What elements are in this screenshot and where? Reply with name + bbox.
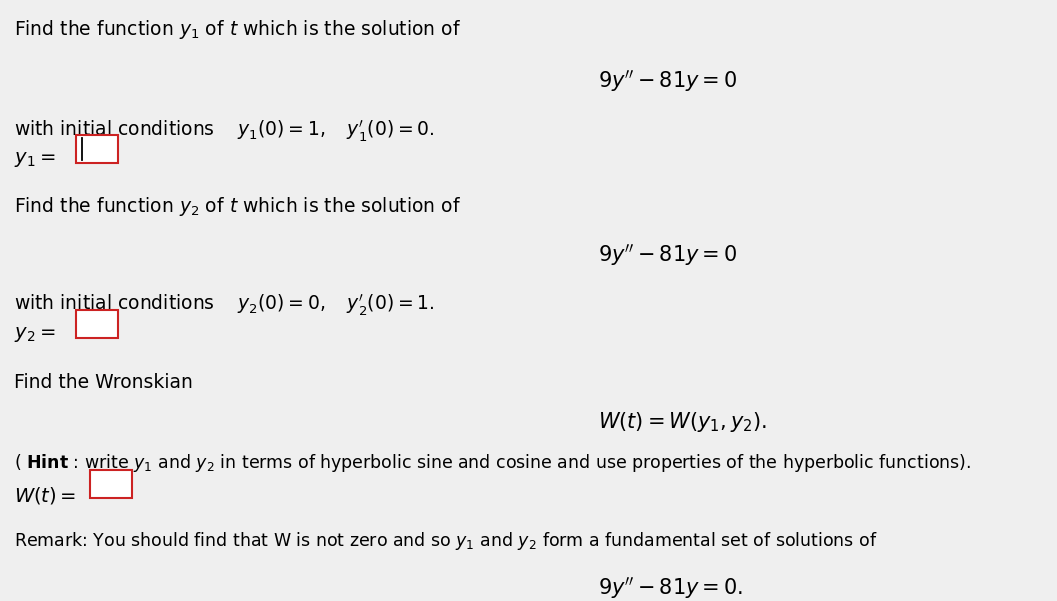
Text: with initial conditions    $y_1(0) = 1, \quad y_1'(0) = 0.$: with initial conditions $y_1(0) = 1, \qu… <box>14 118 434 144</box>
Text: Remark: You should find that W is not zero and so $y_1$ and $y_2$ form a fundame: Remark: You should find that W is not ze… <box>14 530 877 552</box>
Text: $9y'' - 81y = 0.$: $9y'' - 81y = 0.$ <box>598 575 743 601</box>
Text: Find the function $y_1$ of $t$ which is the solution of: Find the function $y_1$ of $t$ which is … <box>14 18 461 41</box>
Text: with initial conditions    $y_2(0) = 0, \quad y_2'(0) = 1.$: with initial conditions $y_2(0) = 0, \qu… <box>14 292 434 317</box>
Text: Find the Wronskian: Find the Wronskian <box>14 373 192 392</box>
Text: $W(t) = W(y_1, y_2).$: $W(t) = W(y_1, y_2).$ <box>598 410 767 434</box>
Text: $9y'' - 81y = 0$: $9y'' - 81y = 0$ <box>598 68 738 94</box>
Text: Find the function $y_2$ of $t$ which is the solution of: Find the function $y_2$ of $t$ which is … <box>14 195 461 218</box>
Text: $y_2 = $: $y_2 = $ <box>14 325 55 344</box>
Text: $9y'' - 81y = 0$: $9y'' - 81y = 0$ <box>598 242 738 268</box>
Text: $W(t) = $: $W(t) = $ <box>14 485 76 506</box>
Text: ( $\mathbf{Hint}$ : write $y_1$ and $y_2$ in terms of hyperbolic sine and cosine: ( $\mathbf{Hint}$ : write $y_1$ and $y_2… <box>14 452 971 474</box>
Text: $y_1 = $: $y_1 = $ <box>14 150 55 169</box>
